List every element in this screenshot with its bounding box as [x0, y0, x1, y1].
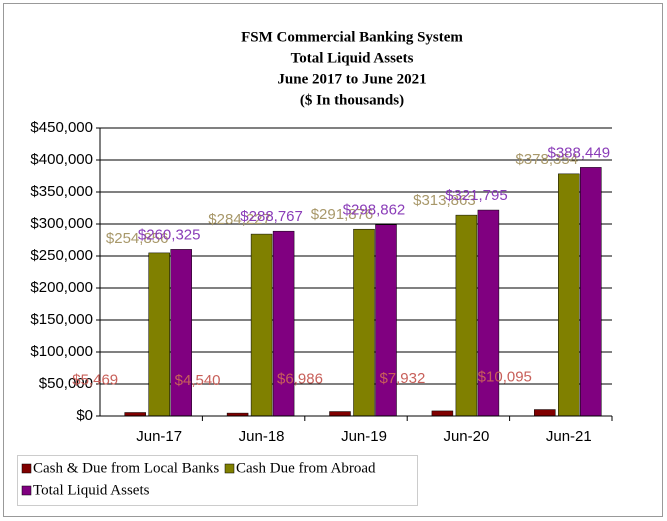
y-tick-label: $300,000: [30, 215, 93, 232]
x-tick-label: Jun-21: [546, 428, 592, 445]
value-label: $6,986: [277, 370, 323, 387]
legend-label: Total Liquid Assets: [33, 482, 150, 498]
y-tick-label: $100,000: [30, 343, 93, 360]
value-label: $260,325: [138, 226, 201, 243]
y-tick-label: $350,000: [30, 183, 93, 200]
value-label: $254,856: [106, 230, 169, 247]
legend-box: [17, 455, 418, 506]
value-label: $288,767: [240, 208, 303, 225]
x-tick-label: Jun-19: [341, 428, 387, 445]
chart-border: [3, 3, 663, 517]
y-tick-label: $50,000: [39, 375, 93, 392]
bar: [329, 411, 351, 417]
value-label: $5,469: [72, 371, 118, 388]
bar: [534, 409, 556, 417]
y-tick-label: $400,000: [30, 151, 93, 168]
chart-title: FSM Commercial Banking System: [241, 29, 463, 45]
bar: [148, 252, 170, 417]
y-tick-label: $200,000: [30, 279, 93, 296]
legend-swatch: [21, 485, 32, 496]
bar: [250, 233, 273, 417]
x-tick-label: Jun-20: [443, 428, 489, 445]
x-tick-label: Jun-17: [136, 428, 182, 445]
bar: [272, 230, 295, 417]
y-tick-label: $250,000: [30, 247, 93, 264]
bar: [455, 214, 478, 417]
legend-label: Cash & Due from Local Banks: [33, 460, 219, 476]
bar: [580, 167, 602, 417]
chart-title: Total Liquid Assets: [291, 50, 414, 66]
bar: [353, 228, 375, 417]
x-tick-label: Jun-18: [239, 428, 285, 445]
y-tick-label: $0: [76, 407, 93, 424]
value-label: $7,932: [379, 370, 425, 387]
value-label: $388,449: [548, 144, 611, 161]
value-label: $313,863: [413, 192, 476, 209]
value-label: $321,795: [445, 187, 508, 204]
y-tick-label: $150,000: [30, 311, 93, 328]
legend-swatch: [21, 463, 32, 474]
bar: [170, 249, 192, 417]
value-label: $291,876: [311, 206, 374, 223]
value-label: $284,227: [208, 211, 271, 228]
value-label: $4,540: [175, 372, 221, 389]
bar: [124, 412, 146, 417]
bar: [431, 410, 454, 417]
legend-swatch: [224, 463, 235, 474]
value-label: $378,354: [516, 151, 579, 168]
bar: [558, 173, 580, 417]
chart-title: ($ In thousands): [300, 92, 404, 108]
chart-title: June 2017 to June 2021: [277, 71, 426, 87]
value-label: $298,862: [343, 202, 406, 219]
legend-label: Cash Due from Abroad: [236, 460, 376, 476]
bar: [375, 224, 397, 417]
y-tick-label: $450,000: [30, 119, 93, 136]
value-label: $10,095: [478, 369, 532, 386]
